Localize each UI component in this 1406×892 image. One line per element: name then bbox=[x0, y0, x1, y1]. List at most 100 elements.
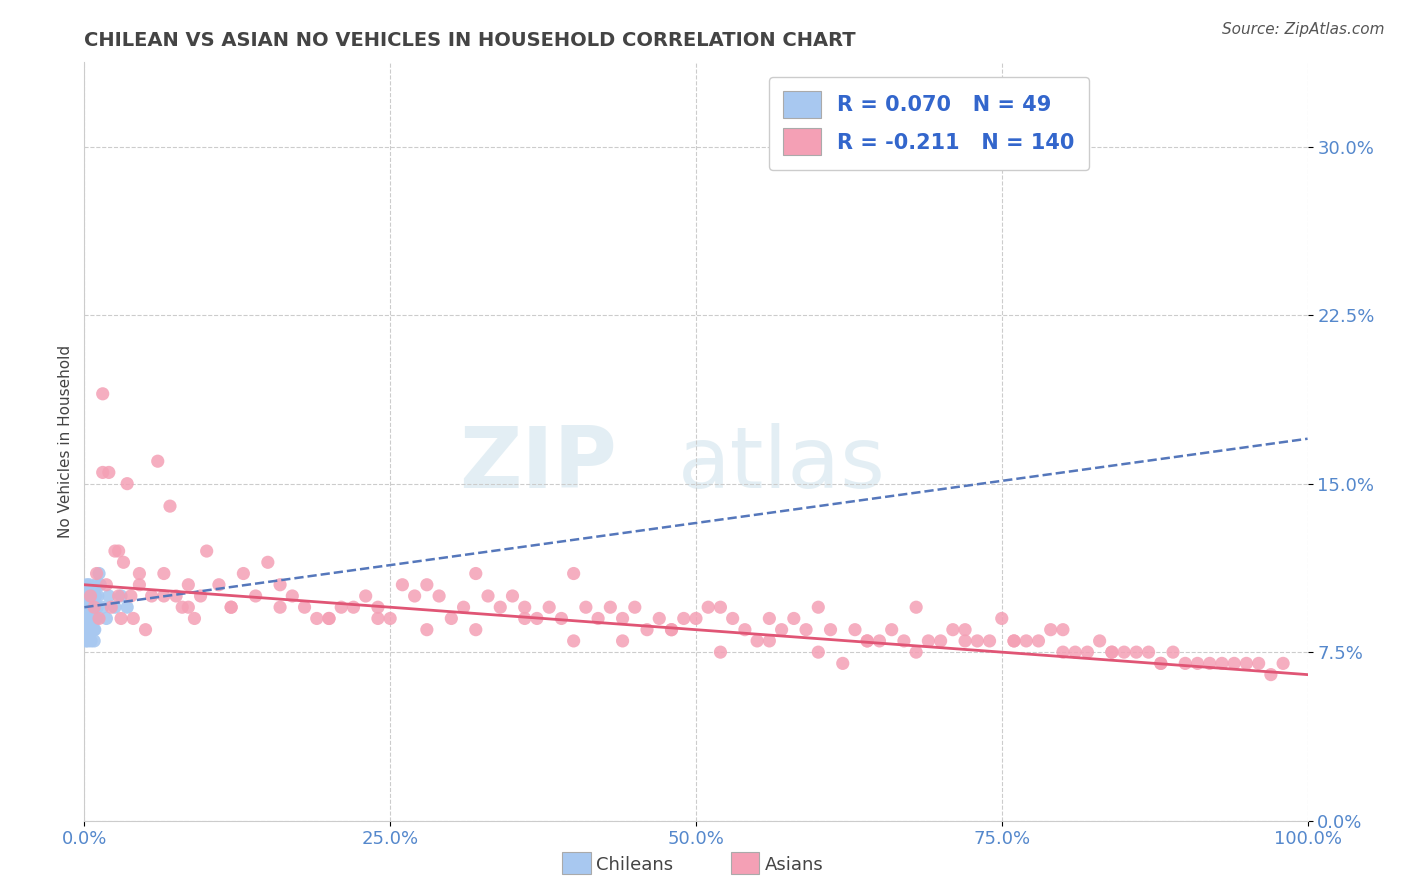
Point bbox=[177, 600, 200, 615]
Point bbox=[96, 611, 118, 625]
Point bbox=[82, 600, 104, 615]
Point bbox=[1114, 645, 1136, 659]
Point bbox=[1260, 667, 1282, 681]
Point bbox=[1015, 634, 1038, 648]
Point bbox=[844, 623, 866, 637]
Point bbox=[979, 634, 1001, 648]
Point bbox=[75, 623, 97, 637]
Y-axis label: No Vehicles in Household: No Vehicles in Household bbox=[58, 345, 73, 538]
Point bbox=[80, 623, 103, 637]
Point bbox=[77, 600, 100, 615]
Point bbox=[1236, 657, 1258, 671]
Point bbox=[104, 544, 127, 558]
Point bbox=[86, 566, 108, 581]
Point bbox=[80, 589, 103, 603]
Text: atlas: atlas bbox=[678, 423, 886, 506]
Point bbox=[856, 634, 879, 648]
Point bbox=[82, 611, 104, 625]
Text: Source: ZipAtlas.com: Source: ZipAtlas.com bbox=[1222, 22, 1385, 37]
Point bbox=[513, 600, 536, 615]
Point bbox=[115, 600, 138, 615]
Point bbox=[305, 611, 328, 625]
Point bbox=[831, 657, 853, 671]
Point bbox=[80, 611, 103, 625]
Point bbox=[86, 578, 108, 592]
Point bbox=[905, 645, 928, 659]
Point bbox=[1272, 657, 1295, 671]
Point bbox=[612, 634, 634, 648]
Point bbox=[83, 611, 105, 625]
Point bbox=[159, 499, 181, 513]
Point bbox=[269, 578, 291, 592]
Point bbox=[758, 611, 780, 625]
Point bbox=[1002, 634, 1025, 648]
Point bbox=[97, 589, 120, 603]
Point bbox=[1211, 657, 1233, 671]
Point bbox=[770, 623, 793, 637]
Point bbox=[1052, 645, 1074, 659]
Point bbox=[367, 600, 389, 615]
Point bbox=[177, 578, 200, 592]
Point bbox=[83, 634, 105, 648]
Point bbox=[318, 611, 340, 625]
Point bbox=[318, 611, 340, 625]
Point bbox=[115, 476, 138, 491]
Point bbox=[75, 611, 97, 625]
Point bbox=[562, 566, 585, 581]
Point bbox=[153, 589, 176, 603]
Point bbox=[82, 623, 104, 637]
Point bbox=[104, 600, 127, 615]
Point bbox=[1052, 623, 1074, 637]
Point bbox=[942, 623, 965, 637]
Point bbox=[953, 634, 976, 648]
Point bbox=[661, 623, 683, 637]
Point bbox=[153, 566, 176, 581]
Point bbox=[83, 611, 105, 625]
Point bbox=[367, 611, 389, 625]
Point bbox=[1076, 645, 1098, 659]
Point bbox=[87, 566, 110, 581]
Point bbox=[77, 623, 100, 637]
Point bbox=[709, 645, 731, 659]
Point bbox=[1088, 634, 1111, 648]
Point bbox=[1028, 634, 1050, 648]
Point bbox=[427, 589, 450, 603]
Point bbox=[128, 578, 150, 592]
Point bbox=[953, 623, 976, 637]
Point bbox=[83, 600, 105, 615]
Point bbox=[100, 600, 122, 615]
Point bbox=[232, 566, 254, 581]
Point bbox=[91, 600, 114, 615]
Point bbox=[734, 623, 756, 637]
Point bbox=[869, 634, 891, 648]
Point bbox=[893, 634, 915, 648]
Point bbox=[1247, 657, 1270, 671]
Point bbox=[79, 611, 101, 625]
Point bbox=[86, 600, 108, 615]
Point bbox=[165, 589, 187, 603]
Point bbox=[82, 589, 104, 603]
Point bbox=[966, 634, 988, 648]
Point bbox=[84, 600, 107, 615]
Point bbox=[128, 566, 150, 581]
Point bbox=[107, 589, 129, 603]
Point bbox=[76, 578, 98, 592]
Point bbox=[76, 611, 98, 625]
Point bbox=[146, 454, 169, 468]
Point bbox=[905, 600, 928, 615]
Point bbox=[87, 589, 110, 603]
Point bbox=[330, 600, 353, 615]
Point bbox=[783, 611, 806, 625]
Point bbox=[342, 600, 364, 615]
Point bbox=[76, 634, 98, 648]
Point bbox=[1198, 657, 1220, 671]
Point bbox=[257, 555, 280, 569]
Point bbox=[79, 623, 101, 637]
Point bbox=[245, 589, 267, 603]
Point bbox=[76, 623, 98, 637]
Point bbox=[190, 589, 212, 603]
Point bbox=[87, 611, 110, 625]
Point bbox=[84, 589, 107, 603]
Text: CHILEAN VS ASIAN NO VEHICLES IN HOUSEHOLD CORRELATION CHART: CHILEAN VS ASIAN NO VEHICLES IN HOUSEHOL… bbox=[84, 30, 856, 50]
Point bbox=[135, 623, 157, 637]
